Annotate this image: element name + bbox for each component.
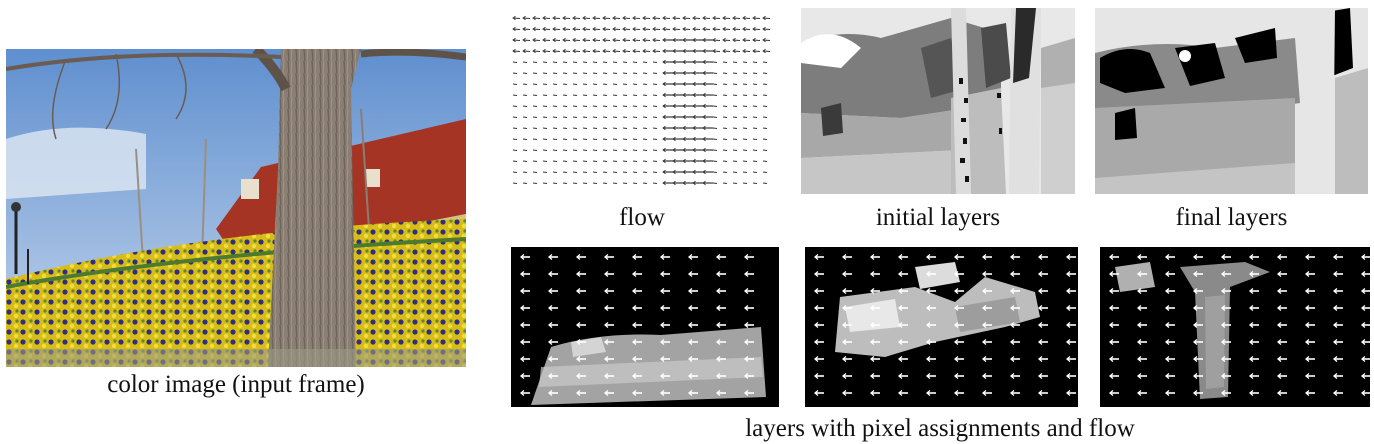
flow-caption: flow — [619, 204, 665, 231]
input-frame-caption: color image (input frame) — [107, 371, 365, 398]
layer-2-assignment-image — [805, 247, 1078, 407]
flow-field-image — [509, 12, 775, 194]
layer-2-flow-arrows — [813, 254, 1076, 396]
final-layers-caption: final layers — [1175, 204, 1288, 231]
initial-layers-caption: initial layers — [875, 204, 1001, 231]
layer-3-flow-arrows — [1108, 254, 1370, 396]
flow-field-arrows — [512, 15, 771, 186]
layer-1-flow-arrows — [519, 254, 754, 396]
bottom-row-caption: layers with pixel assignments and flow — [745, 415, 1135, 442]
final-layers-image — [1095, 8, 1368, 194]
layer-3-assignment-image — [1100, 247, 1370, 407]
initial-layers-image — [801, 8, 1075, 194]
input-frame-image — [6, 49, 466, 367]
layer-1-assignment-image — [511, 247, 779, 407]
